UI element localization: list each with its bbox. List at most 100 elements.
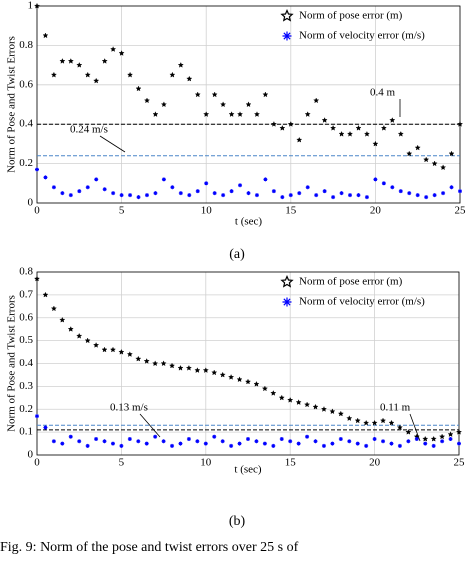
y-axis-label: Norm of Pose and Twist Errors xyxy=(6,36,18,173)
pose-point xyxy=(59,316,66,323)
pose-point xyxy=(447,431,454,437)
reference-label: 0.4 m xyxy=(370,87,396,99)
caption: Fig. 9: Norm of the pose and twist error… xyxy=(0,540,299,555)
velocity-point xyxy=(262,441,267,446)
reference-label: 0.13 m/s xyxy=(110,402,148,414)
plot-frame xyxy=(36,271,460,456)
velocity-point xyxy=(60,191,65,196)
pose-point xyxy=(186,75,193,82)
pose-point xyxy=(396,424,403,431)
pose-point xyxy=(211,369,218,376)
pose-point xyxy=(372,140,379,147)
pose-point xyxy=(169,71,176,78)
velocity-point xyxy=(186,436,191,441)
x-tick-label: 5 xyxy=(119,457,125,469)
velocity-point xyxy=(390,185,395,190)
velocity-point xyxy=(128,193,133,198)
velocity-point xyxy=(170,443,175,448)
y-tick-label: 0.6 xyxy=(19,78,33,90)
pose-point xyxy=(321,406,327,412)
pose-point xyxy=(422,435,429,442)
velocity-point xyxy=(288,193,293,198)
velocity-point xyxy=(170,185,175,190)
x-tick-label: 10 xyxy=(200,457,212,469)
pose-point xyxy=(236,376,243,383)
pose-point xyxy=(456,121,464,127)
pose-point xyxy=(337,410,344,417)
x-axis-label: t (sec) xyxy=(235,216,263,228)
velocity-point xyxy=(119,443,124,448)
velocity-point xyxy=(204,181,209,186)
velocity-point xyxy=(110,441,115,446)
pose-point xyxy=(406,150,413,157)
pose-point xyxy=(244,378,252,385)
pose-point xyxy=(177,365,184,371)
pose-point xyxy=(135,85,142,92)
velocity-point xyxy=(356,193,361,198)
velocity-point xyxy=(153,191,158,196)
velocity-point xyxy=(348,193,353,198)
x-tick-label: 15 xyxy=(285,457,297,469)
pose-point xyxy=(346,131,354,137)
pose-point xyxy=(278,394,285,401)
velocity-point xyxy=(68,193,73,198)
velocity-point xyxy=(153,434,158,439)
velocity-point xyxy=(51,185,56,190)
velocity-point xyxy=(77,439,82,444)
velocity-point xyxy=(161,177,166,182)
pose-point xyxy=(220,101,227,108)
velocity-point xyxy=(355,441,360,446)
pose-point xyxy=(118,50,125,56)
plot-frame xyxy=(36,5,461,204)
pose-point xyxy=(143,97,151,104)
pose-point xyxy=(50,305,57,312)
velocity-point xyxy=(440,439,445,444)
x-tick-label: 25 xyxy=(454,457,466,469)
pose-point xyxy=(262,91,269,98)
velocity-point xyxy=(364,195,369,200)
velocity-point xyxy=(414,436,419,441)
velocity-point xyxy=(432,193,437,198)
velocity-point xyxy=(389,441,394,446)
reference-label: 0.11 m xyxy=(380,402,411,414)
velocity-point xyxy=(229,443,234,448)
velocity-point xyxy=(51,439,56,444)
velocity-point xyxy=(406,439,411,444)
panel-label: (a) xyxy=(229,247,245,262)
pose-point xyxy=(295,399,302,405)
y-tick-label: 0.2 xyxy=(19,157,33,169)
velocity-point xyxy=(314,193,319,198)
x-tick-label: 25 xyxy=(455,205,467,217)
pose-point xyxy=(330,124,337,131)
velocity-point xyxy=(347,439,352,444)
legend-label: Norm of pose error (m) xyxy=(299,276,403,288)
velocity-point xyxy=(339,191,344,196)
y-tick-label: 0.1 xyxy=(19,426,33,438)
velocity-point xyxy=(43,175,48,180)
pose-point xyxy=(33,275,41,282)
annotation-arrow xyxy=(99,135,126,153)
pose-point xyxy=(93,77,100,84)
velocity-point xyxy=(381,181,386,186)
legend-label: Norm of pose error (m) xyxy=(299,10,403,22)
velocity-point xyxy=(246,191,251,196)
pose-point xyxy=(194,367,201,373)
pose-point xyxy=(126,351,133,357)
x-tick-label: 15 xyxy=(285,205,297,217)
pose-point xyxy=(169,362,175,369)
velocity-point xyxy=(111,191,116,196)
pose-point xyxy=(397,131,404,137)
pose-point xyxy=(76,332,83,339)
pose-point xyxy=(84,71,91,78)
velocity-point xyxy=(441,191,446,196)
velocity-point xyxy=(212,191,217,196)
x-tick-label: 0 xyxy=(34,205,40,217)
pose-point xyxy=(270,121,277,127)
pose-point xyxy=(160,360,167,367)
velocity-point xyxy=(136,195,141,200)
velocity-point xyxy=(220,439,225,444)
y-tick-label: 0.8 xyxy=(19,266,33,278)
velocity-point xyxy=(431,443,436,448)
velocity-point xyxy=(364,443,369,448)
